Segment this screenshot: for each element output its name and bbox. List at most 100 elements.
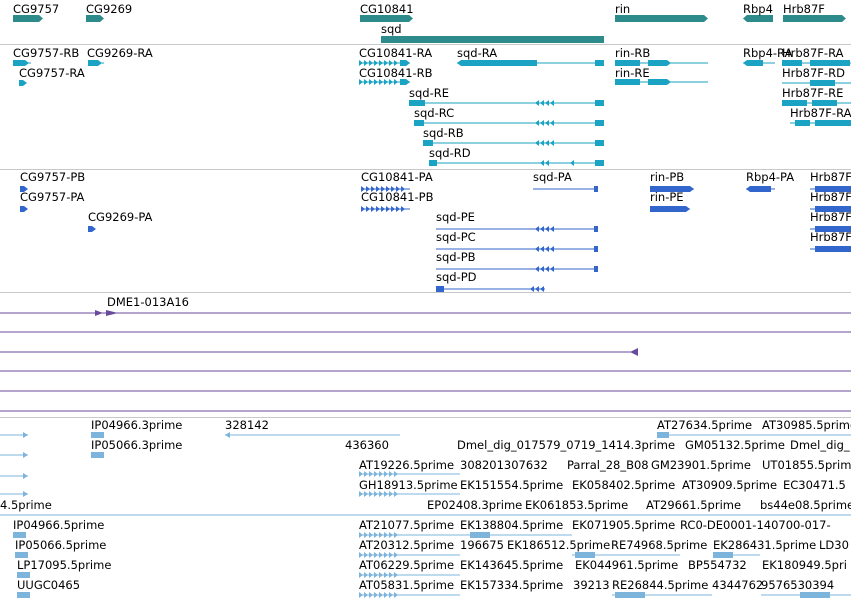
protein-glyph[interactable] [535,226,539,232]
est-label[interactable]: 39213 [573,578,610,592]
est-glyph[interactable] [389,552,393,558]
protein-label[interactable]: CG9757-PA [20,190,85,204]
protein-glyph[interactable] [371,206,375,212]
est-glyph[interactable] [23,473,28,479]
est-glyph[interactable] [657,432,669,438]
est-label[interactable]: IP05066.3prime [91,438,183,452]
est-glyph[interactable] [384,532,388,538]
est-label[interactable]: EK143645.5prime [460,558,564,572]
est-label[interactable]: Parral_28_B08 [567,458,649,472]
est-label[interactable]: AT20312.5prime [359,538,455,552]
protein-glyph[interactable] [381,206,385,212]
protein-label[interactable]: Hrb87F [810,210,851,224]
protein-glyph[interactable] [20,206,28,212]
est-label[interactable]: EK044961.5prime [575,558,679,572]
est-label[interactable]: RE26844.5prime [612,578,709,592]
protein-glyph[interactable] [366,186,370,192]
protein-label[interactable]: CG9269-PA [88,210,153,224]
transcript-glyph[interactable] [595,140,604,146]
protein-glyph[interactable] [815,226,851,232]
est-label[interactable]: EP02408.3prime [427,498,523,512]
transcript-label[interactable]: Hrb87F-RA [782,46,844,60]
est-glyph[interactable] [379,572,383,578]
transcript-glyph[interactable] [782,60,802,66]
est-label[interactable]: AT19226.5prime [359,458,455,472]
protein-glyph[interactable] [540,266,544,272]
transcript-glyph[interactable] [389,60,393,66]
protein-glyph[interactable] [401,186,405,192]
est-label[interactable]: EK151554.5prime [460,478,564,492]
est-glyph[interactable] [369,592,373,598]
est-glyph[interactable] [379,471,383,477]
transcript-glyph[interactable] [648,79,671,85]
est-glyph[interactable] [374,491,378,497]
gene-glyph[interactable] [783,15,846,22]
protein-glyph[interactable] [20,186,28,192]
est-label[interactable]: 9576530394 [761,578,835,592]
clone-label[interactable]: DME1-013A16 [107,295,189,309]
protein-glyph[interactable] [746,186,771,192]
protein-label[interactable]: CG10841-PB [361,190,434,204]
transcript-glyph[interactable] [545,140,549,146]
protein-glyph[interactable] [386,186,390,192]
est-label[interactable]: EK071905.5prime [572,518,676,532]
protein-glyph[interactable] [540,226,544,232]
transcript-glyph[interactable] [540,120,544,126]
est-glyph[interactable] [17,572,30,578]
gene-label[interactable]: rin [615,2,631,16]
est-glyph[interactable] [364,491,368,497]
gene-glyph[interactable] [360,15,413,22]
est-glyph[interactable] [575,552,595,558]
est-label[interactable]: UT01855.5prime [762,458,851,472]
est-label[interactable]: Dmel_dig_ [790,438,850,452]
est-glyph[interactable] [91,432,104,438]
protein-glyph[interactable] [815,186,851,192]
transcript-glyph[interactable] [409,100,425,106]
est-label[interactable]: EK061853.5prime [525,498,629,512]
transcript-label[interactable]: sqd-RC [414,106,455,120]
protein-glyph[interactable] [540,286,544,292]
est-glyph[interactable] [369,572,373,578]
protein-glyph[interactable] [366,206,370,212]
transcript-label[interactable]: CG9269-RA [87,46,153,60]
est-label[interactable]: LD30 [819,538,849,552]
gene-label[interactable]: CG9269 [86,2,133,16]
protein-glyph[interactable] [376,186,380,192]
est-label[interactable]: AT06229.5prime [359,558,455,572]
transcript-glyph[interactable] [423,140,433,146]
transcript-glyph[interactable] [394,79,398,85]
transcript-glyph[interactable] [540,100,544,106]
protein-glyph[interactable] [386,206,390,212]
gene-glyph[interactable] [743,15,773,22]
protein-label[interactable]: Hrb87F [810,190,851,204]
est-label[interactable]: GH18913.5prime [359,478,458,492]
transcript-glyph[interactable] [570,160,574,166]
protein-glyph[interactable] [594,246,598,252]
protein-glyph[interactable] [650,206,690,212]
transcript-label[interactable]: CG9757-RB [13,46,80,60]
est-glyph[interactable] [800,592,830,598]
protein-glyph[interactable] [396,186,400,192]
est-glyph[interactable] [384,471,388,477]
protein-glyph[interactable] [361,186,365,192]
transcript-label[interactable]: sqd-RD [429,146,471,160]
protein-glyph[interactable] [594,186,598,192]
est-glyph[interactable] [394,471,398,477]
protein-glyph[interactable] [540,246,544,252]
protein-glyph[interactable] [550,226,554,232]
est-label[interactable]: AT30909.5prime [682,478,778,492]
transcript-glyph[interactable] [595,160,604,166]
est-label[interactable]: 436360 [345,438,389,452]
est-label[interactable]: IP04966.3prime [91,418,183,432]
est-label[interactable]: EK186512.5prime [507,538,611,552]
gene-label[interactable]: Hrb87F [783,2,825,16]
protein-glyph[interactable] [545,266,549,272]
protein-glyph[interactable] [401,206,405,212]
est-glyph[interactable] [379,491,383,497]
transcript-glyph[interactable] [359,60,363,66]
est-glyph[interactable] [17,592,30,598]
est-label[interactable]: RC0-DE0001-140700-017- [680,518,831,532]
transcript-glyph[interactable] [13,60,29,66]
est-label[interactable]: 4.5prime [0,498,52,512]
est-label[interactable]: 196675 [460,538,504,552]
